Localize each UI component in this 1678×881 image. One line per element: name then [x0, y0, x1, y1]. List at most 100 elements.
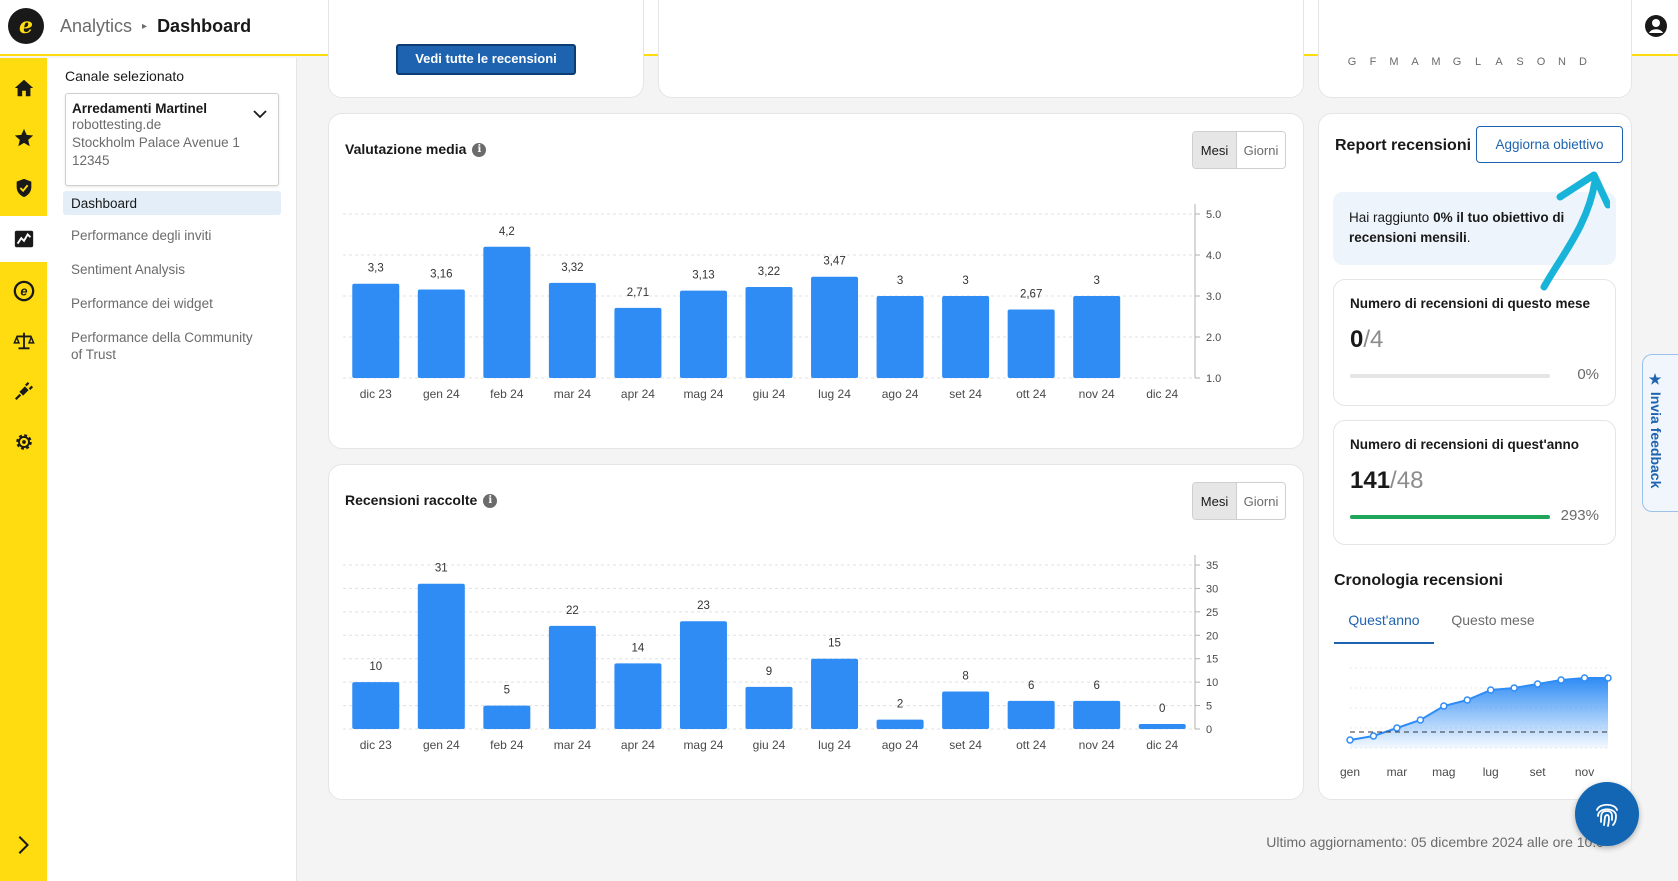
y-tick-label: 4.0 [1206, 250, 1221, 262]
analytics-icon[interactable] [0, 216, 47, 262]
nav-item-sentiment-analysis[interactable]: Sentiment Analysis [71, 262, 186, 277]
chart-bar [1007, 700, 1055, 729]
chart-bar [614, 307, 662, 378]
nav-item-widget-performance[interactable]: Performance dei widget [71, 296, 213, 311]
data-label: 2,67 [1020, 289, 1042, 301]
nav-item-dashboard[interactable]: Dashboard [63, 191, 281, 215]
feedback-label[interactable]: ★ Invia feedback [1648, 372, 1664, 488]
chart-bar [352, 283, 400, 378]
data-label: 3,47 [823, 256, 845, 268]
year-reviews-count: 141 [1350, 467, 1391, 494]
data-point [1369, 732, 1378, 740]
partial-card-middle [658, 0, 1304, 98]
month-reviews-stat: Numero di recensioni di questo mese 0/4 … [1333, 279, 1616, 406]
chart-bar [942, 691, 990, 729]
info-icon[interactable]: i [472, 143, 487, 158]
data-label: 6 [1028, 680, 1034, 692]
breadcrumb: Analytics ▸ Dashboard [60, 16, 251, 37]
fingerprint-button[interactable] [1575, 782, 1639, 846]
chevron-right-icon[interactable] [12, 834, 34, 856]
data-label: 3 [1093, 275, 1099, 287]
data-label: 2 [897, 699, 903, 711]
toggle-days[interactable]: Giorni [1237, 483, 1285, 519]
month-reviews-target: /4 [1363, 326, 1384, 353]
chevron-down-icon [253, 110, 267, 119]
review-report-title: Report recensioni [1335, 137, 1472, 154]
data-label: 3,22 [758, 266, 780, 278]
reviews-collected-card: Recensioni raccolte i Mesi Giorni 0 5 10 15 2… [328, 464, 1304, 800]
trustedshops-logo[interactable]: e [8, 8, 44, 44]
series-line [1349, 677, 1608, 741]
channel-name: Arredamenti Martinel [72, 101, 208, 116]
x-tick-label: dic 24 [1146, 738, 1178, 752]
year-reviews-stat: Numero di recensioni di quest'anno 141/4… [1333, 420, 1616, 545]
y-tick-label: 0 [1206, 724, 1212, 736]
x-tick-label: mag 24 [683, 387, 723, 401]
nav-item-invite-performance[interactable]: Performance degli inviti [71, 228, 212, 243]
fingerprint-icon [1596, 803, 1618, 827]
x-tick-label: apr 24 [621, 387, 655, 401]
tab-this-month[interactable]: Questo mese [1451, 612, 1535, 628]
x-tick-label: dic 23 [360, 738, 392, 752]
x-tick-label: mar [1387, 765, 1408, 779]
chart-bar [679, 290, 727, 378]
average-rating-title: Valutazione media i [345, 141, 487, 158]
y-tick-label: 25 [1206, 607, 1218, 619]
month-reviews-count: 0 [1350, 326, 1364, 353]
channel-selector[interactable]: Arredamenti Martinel robottesting.de Sto… [65, 93, 279, 186]
year-reviews-target: /48 [1390, 467, 1424, 494]
legal-scale-icon[interactable] [0, 318, 47, 364]
data-label: 3,13 [692, 270, 714, 282]
y-tick-label: 30 [1206, 583, 1218, 595]
update-goal-button[interactable]: Aggiorna obiettivo [1476, 126, 1623, 163]
nav-item-community-of-trust[interactable]: Performance della Community of Trust [63, 325, 281, 365]
breadcrumb-parent[interactable]: Analytics [60, 16, 133, 36]
month-letter: D [1579, 56, 1587, 68]
data-label: 31 [435, 563, 448, 575]
channel-domain: robottesting.de [72, 117, 162, 132]
breadcrumb-separator-icon: ▸ [142, 21, 148, 32]
x-tick-label: apr 24 [621, 738, 655, 752]
info-icon[interactable]: i [483, 494, 498, 509]
view-all-reviews-button[interactable]: Vedi tutte le recensioni [396, 44, 576, 75]
data-label: 5 [504, 685, 510, 697]
data-label: 6 [1093, 680, 1099, 692]
chart-bar [417, 289, 465, 378]
toggle-months[interactable]: Mesi [1193, 132, 1237, 168]
month-letter: N [1558, 56, 1566, 68]
month-letter: M [1431, 56, 1441, 68]
y-tick-label: 5 [1206, 701, 1212, 713]
goal-message: Hai raggiunto 0% il tuo obiettivo di rec… [1333, 192, 1616, 265]
data-label: 3,32 [561, 262, 583, 274]
settings-icon[interactable] [0, 419, 47, 465]
star-icon[interactable] [0, 115, 47, 161]
review-chronology-chart: gen mar mag lug set nov [1340, 667, 1612, 779]
toggle-months[interactable]: Mesi [1193, 483, 1237, 519]
month-letter: S [1516, 56, 1524, 68]
plug-icon[interactable] [0, 368, 47, 414]
tab-this-year[interactable]: Quest'anno [1334, 603, 1434, 644]
feedback-label-text: Invia feedback [1648, 391, 1664, 489]
data-label: 3,3 [368, 263, 384, 275]
sub-navigation: Canale selezionato Arredamenti Martinel … [47, 58, 297, 881]
chart-bar [811, 658, 859, 729]
y-tick-label: 2.0 [1206, 332, 1221, 344]
toggle-days[interactable]: Giorni [1237, 132, 1285, 168]
chart-bar [876, 719, 924, 729]
year-progress-fill [1350, 515, 1550, 519]
x-tick-label: nov 24 [1079, 738, 1115, 752]
chart-bar [1073, 700, 1121, 729]
svg-text:e: e [20, 284, 27, 299]
y-tick-label: 20 [1206, 630, 1218, 642]
average-rating-title-text: Valutazione media [345, 141, 467, 157]
feedback-tab[interactable] [1642, 354, 1678, 512]
data-label: 10 [369, 661, 382, 673]
home-icon[interactable] [0, 65, 47, 111]
x-tick-label: nov 24 [1079, 387, 1115, 401]
account-icon[interactable] [1644, 14, 1668, 38]
month-letter: L [1474, 56, 1482, 68]
nav-item-community-line2: of Trust [71, 347, 117, 362]
shield-icon[interactable] [0, 165, 47, 211]
trustedshops-e-icon[interactable]: e [0, 268, 47, 314]
